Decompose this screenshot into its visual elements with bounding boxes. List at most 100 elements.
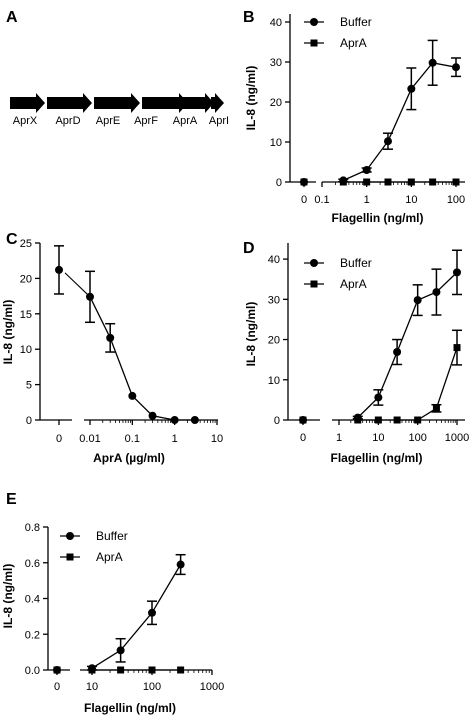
panel-e-legend-label-apra: AprA [96, 550, 123, 564]
panel-d-apra-point [393, 416, 401, 424]
panel-d-buffer-point [413, 296, 422, 305]
panel-e-buffer-point [148, 608, 156, 617]
panel-b-series-buffer [300, 39, 461, 186]
panel-e-x-tick-label: 1000 [200, 681, 224, 693]
panel-d-legend-marker-apra [310, 280, 318, 288]
panel-b-x-tick-label: 100 [447, 194, 465, 206]
panel-b-apra-point [384, 178, 392, 186]
gene-label-aprd: AprD [55, 115, 80, 127]
panel-b-x-tick-label: 0 [301, 194, 307, 206]
panel-d-y-tick-label: 10 [268, 375, 280, 387]
gene-arrows: AprX AprD AprE AprF AprA AprI [10, 93, 229, 127]
panel-d-apra-point [414, 416, 422, 424]
panel-e-y-tick-label: 0.4 [25, 594, 40, 606]
panel-d-x-tick-label: 100 [408, 432, 426, 444]
panel-c-letter: C [6, 231, 18, 248]
panel-d-x-tick-label: 1000 [445, 432, 469, 444]
panel-e-x-label: Flagellin (ng/ml) [84, 701, 176, 715]
gene-label-aprx: AprX [13, 115, 38, 127]
panel-d-y-label: IL-8 (ng/ml) [244, 302, 258, 367]
panel-e-buffer-line [91, 564, 182, 669]
panel-b-legend-marker-buffer [310, 18, 318, 26]
panel-b-y-tick-label: 40 [270, 17, 282, 29]
panel-b-apra-point [452, 178, 460, 186]
gene-arrow-apra [171, 93, 214, 113]
panel-d-x-label: Flagellin (ng/ml) [331, 451, 423, 465]
panel-d-y-tick-label: 0 [274, 415, 280, 427]
panel-c-series-point [86, 292, 94, 301]
panel-e-buffer-point [116, 646, 125, 655]
panel-d-y-tick-label: 20 [268, 335, 280, 347]
panel-d-legend-label-buffer: Buffer [340, 256, 372, 270]
panel-b-apra-zero-point [300, 178, 308, 186]
panel-c-series-point [170, 416, 179, 424]
panel-b-legend-marker-apra [310, 39, 318, 47]
panel-b-y-tick-label: 0 [276, 177, 282, 189]
gene-label-apra: AprA [173, 115, 198, 127]
panel-b-y-label: IL-8 (ng/ml) [244, 66, 258, 131]
panel-c-x-tick-label: 0.1 [125, 433, 140, 445]
panel-d-buffer-line [357, 271, 458, 419]
panel-b-x-tick-label: 10 [405, 194, 417, 206]
panel-d-y-tick-label: 30 [268, 294, 280, 306]
panel-c-series-point [148, 411, 157, 420]
panel-b-buffer-point [383, 137, 392, 146]
panel-c-y-tick-label: 25 [20, 238, 32, 250]
panel-c-y-tick-label: 0 [26, 415, 32, 427]
panel-e-y-label: IL-8 (ng/ml) [1, 564, 15, 629]
panel-d-apra-point [432, 404, 440, 412]
panel-b-apra-point [339, 178, 347, 186]
panel-c-y-label: IL-8 (ng/ml) [1, 300, 15, 365]
panel-b: B 0 10 20 30 40 0 0.1 1 10 100 Flagellin (ng/ml) IL-… [243, 9, 465, 225]
panel-c-series-series [54, 245, 199, 424]
panel-e-series-apra [53, 666, 185, 674]
panel-e: E 0.0 0.2 0.4 0.6 0.8 0 10 100 1000 Flagellin (ng/… [1, 491, 224, 715]
panel-a: A AprX AprD AprE AprF AprA AprI [6, 9, 229, 127]
panel-e-y-tick-label: 0.0 [25, 665, 40, 677]
panel-b-x-tick-label: 1 [364, 194, 370, 206]
panel-c-x-tick-label: 0.01 [79, 433, 100, 445]
gene-arrow-apri [211, 93, 224, 113]
panel-b-buffer-line [343, 62, 457, 181]
panel-b-legend-label-apra: AprA [340, 36, 367, 50]
panel-c-y-tick-label: 15 [20, 309, 32, 321]
panel-b-apra-point [407, 178, 415, 186]
panel-e-apra-zero-point [53, 666, 61, 674]
panel-c-x-tick-label: 10 [211, 433, 223, 445]
panel-b-y-tick-label: 10 [270, 137, 282, 149]
panel-e-buffer-point [176, 560, 185, 569]
panel-e-series-buffer [53, 553, 186, 674]
panel-c-series-point [190, 416, 199, 424]
panel-c-zero-connector [64, 272, 91, 298]
panel-d-buffer-point [453, 268, 461, 277]
panel-b-buffer-point [452, 63, 460, 72]
panel-b-x-tick-label: 0.1 [314, 194, 329, 206]
gene-arrow-aprx [10, 93, 45, 113]
panel-e-apra-point [148, 666, 156, 674]
panel-d-buffer-point [374, 393, 383, 402]
panel-d-x-tick-label: 10 [372, 432, 384, 444]
panel-a-letter: A [6, 9, 18, 26]
panel-d-x-tick-label: 1 [336, 432, 342, 444]
panel-c-y-tick-label: 5 [26, 380, 32, 392]
panel-b-buffer-point [362, 166, 371, 174]
panel-e-y-tick-label: 0.6 [25, 558, 40, 570]
panel-c-x-tick-label: 0 [56, 433, 62, 445]
panel-b-x-label: Flagellin (ng/ml) [332, 211, 424, 225]
panel-c-y-tick-label: 20 [20, 273, 32, 285]
panel-e-legend-label-buffer: Buffer [96, 529, 128, 543]
panel-d-letter: D [243, 240, 255, 257]
panel-c-series-point [128, 391, 137, 400]
panel-b-apra-point [429, 178, 437, 186]
panel-e-x-tick-label: 0 [54, 681, 60, 693]
panel-e-letter: E [6, 491, 17, 508]
panel-b-apra-point [363, 178, 371, 186]
panel-d-legend-marker-buffer [310, 259, 318, 267]
panel-d: D 0 10 20 30 40 0 1 10 100 1000 Flagellin (ng/ml) IL… [243, 240, 469, 465]
panel-d-apra-line [357, 347, 458, 421]
panel-d-series-apra [299, 329, 462, 424]
panel-b-legend-label-buffer: Buffer [340, 15, 372, 29]
panel-b-letter: B [243, 9, 255, 26]
panel-c-x-label: AprA (µg/ml) [93, 451, 165, 465]
